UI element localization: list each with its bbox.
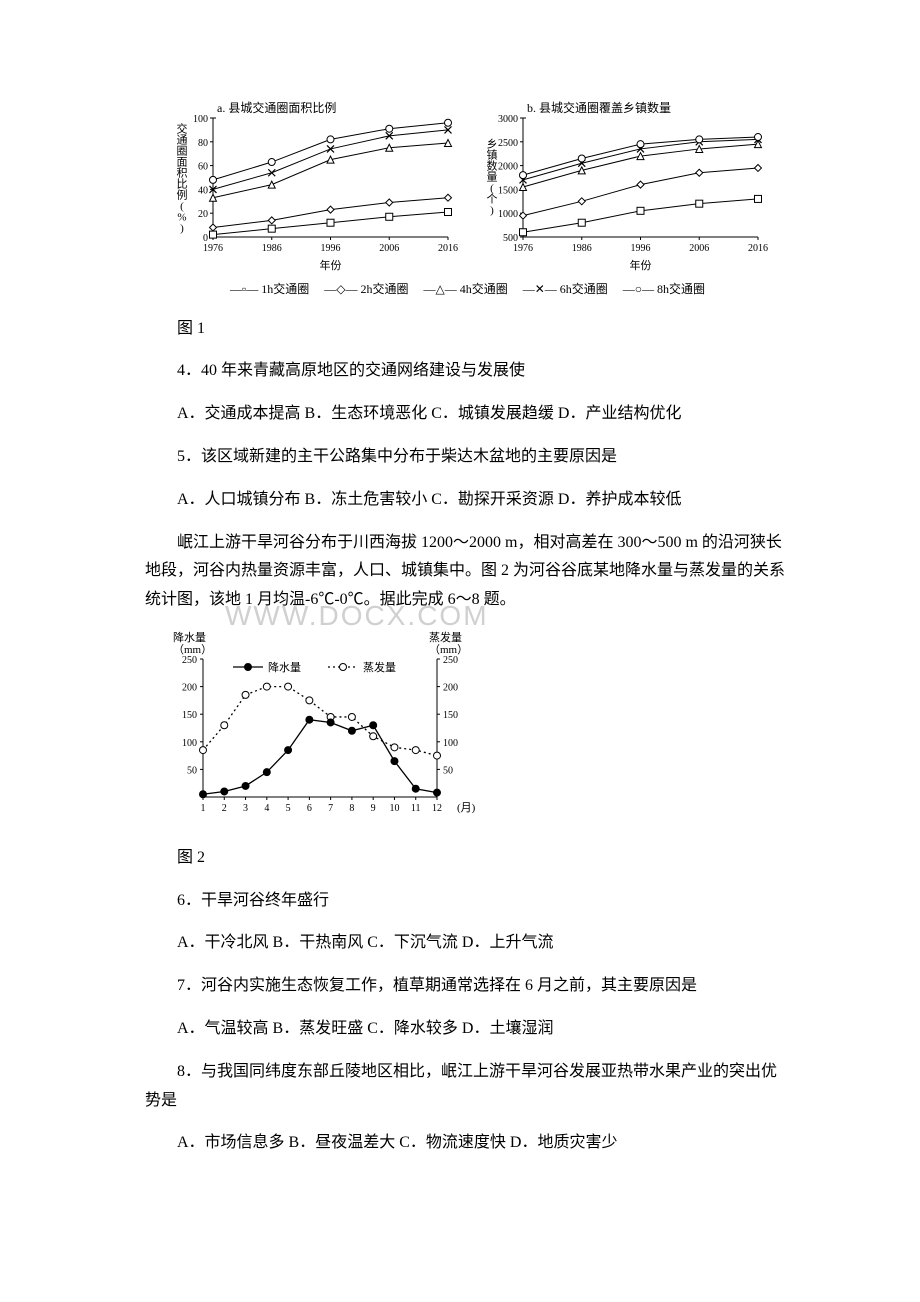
- svg-text:4: 4: [264, 803, 269, 814]
- svg-text:7: 7: [328, 803, 333, 814]
- figure-2: 降水量（mm）蒸发量（mm）50501001001501502002002502…: [155, 629, 790, 830]
- q4-options: A．交通成本提高 B．生态环境恶化 C．城镇发展趋缓 D．产业结构优化: [145, 400, 790, 429]
- legend-6h: —✕— 6h交通圈: [523, 282, 608, 296]
- svg-text:交通圈面积比例(%): 交通圈面积比例(%): [176, 122, 187, 235]
- svg-text:50: 50: [187, 765, 197, 776]
- svg-text:12: 12: [432, 803, 442, 814]
- legend-2h: —◇— 2h交通圈: [324, 282, 408, 296]
- q6-stem: 6．干旱河谷终年盛行: [145, 887, 790, 916]
- svg-text:250: 250: [182, 655, 197, 666]
- svg-text:(月): (月): [457, 802, 476, 814]
- svg-text:1500: 1500: [498, 185, 518, 196]
- legend-4h: —△— 4h交通圈: [423, 282, 507, 296]
- legend-4h-label: 4h交通圈: [460, 282, 508, 296]
- svg-text:1976: 1976: [203, 243, 223, 254]
- svg-text:100: 100: [182, 738, 197, 749]
- svg-text:3: 3: [243, 803, 248, 814]
- svg-text:100: 100: [443, 738, 458, 749]
- legend-2h-label: 2h交通圈: [360, 282, 408, 296]
- svg-text:2016: 2016: [438, 243, 458, 254]
- svg-text:降水量: 降水量: [268, 660, 301, 674]
- figure-2-caption: 图 2: [145, 844, 790, 873]
- q8-options: A．市场信息多 B．昼夜温差大 C．物流速度快 D．地质灾害少: [145, 1129, 790, 1158]
- svg-text:蒸发量: 蒸发量: [429, 630, 462, 644]
- legend-1h-label: 1h交通圈: [261, 282, 309, 296]
- svg-text:150: 150: [182, 710, 197, 721]
- svg-text:降水量: 降水量: [173, 630, 206, 644]
- q6-options: A．干冷北风 B．干热南风 C．下沉气流 D．上升气流: [145, 929, 790, 958]
- svg-text:乡镇数量(个): 乡镇数量(个): [486, 138, 497, 217]
- svg-text:8: 8: [349, 803, 354, 814]
- svg-text:年份: 年份: [629, 258, 651, 272]
- svg-text:9: 9: [371, 803, 376, 814]
- svg-text:a. 县城交通圈面积比例: a. 县城交通圈面积比例: [217, 100, 336, 115]
- svg-text:2500: 2500: [498, 138, 518, 149]
- svg-text:200: 200: [443, 683, 458, 694]
- svg-text:2006: 2006: [379, 243, 399, 254]
- passage-2: 岷江上游干旱河谷分布于川西海拔 1200～2000 m，相对高差在 300～50…: [145, 529, 790, 615]
- chart1-panel-a: a. 县城交通圈面积比例交通圈面积比例(%)020406080100197619…: [168, 100, 458, 275]
- q7-stem: 7．河谷内实施生态恢复工作，植草期通常选择在 6 月之前，其主要原因是: [145, 972, 790, 1001]
- q7-options: A．气温较高 B．蒸发旺盛 C．降水较多 D．土壤湿润: [145, 1015, 790, 1044]
- svg-text:6: 6: [307, 803, 312, 814]
- svg-text:年份: 年份: [319, 258, 341, 272]
- svg-text:b. 县城交通圈覆盖乡镇数量: b. 县城交通圈覆盖乡镇数量: [527, 100, 671, 115]
- svg-text:蒸发量: 蒸发量: [363, 660, 396, 674]
- q4-stem: 4．40 年来青藏高原地区的交通网络建设与发展使: [145, 357, 790, 386]
- svg-text:2006: 2006: [689, 243, 709, 254]
- svg-text:100: 100: [193, 114, 208, 125]
- chart1-legend: —▫— 1h交通圈 —◇— 2h交通圈 —△— 4h交通圈 —✕— 6h交通圈 …: [145, 279, 790, 301]
- q5-stem: 5．该区域新建的主干公路集中分布于柴达木盆地的主要原因是: [145, 443, 790, 472]
- svg-text:2000: 2000: [498, 162, 518, 173]
- svg-text:1996: 1996: [630, 243, 650, 254]
- svg-text:150: 150: [443, 710, 458, 721]
- svg-text:11: 11: [411, 803, 421, 814]
- svg-text:2: 2: [222, 803, 227, 814]
- svg-text:1: 1: [201, 803, 206, 814]
- q8-stem: 8．与我国同纬度东部丘陵地区相比，岷江上游干旱河谷发展亚热带水果产业的突出优势是: [145, 1058, 790, 1116]
- svg-text:1986: 1986: [571, 243, 591, 254]
- svg-text:250: 250: [443, 655, 458, 666]
- chart2-svg: 降水量（mm）蒸发量（mm）50501001001501502002002502…: [155, 629, 485, 819]
- svg-text:3000: 3000: [498, 114, 518, 125]
- svg-text:1986: 1986: [261, 243, 281, 254]
- legend-8h: —○— 8h交通圈: [623, 282, 705, 296]
- svg-text:1000: 1000: [498, 209, 518, 220]
- svg-text:20: 20: [198, 209, 208, 220]
- svg-text:60: 60: [198, 162, 208, 173]
- figure-1: a. 县城交通圈面积比例交通圈面积比例(%)020406080100197619…: [145, 100, 790, 301]
- legend-1h: —▫— 1h交通圈: [230, 282, 309, 296]
- svg-text:1996: 1996: [320, 243, 340, 254]
- chart1-panel-b: b. 县城交通圈覆盖乡镇数量乡镇数量(个)5001000150020002500…: [478, 100, 768, 275]
- svg-text:2016: 2016: [748, 243, 768, 254]
- svg-text:5: 5: [286, 803, 291, 814]
- svg-text:1976: 1976: [513, 243, 533, 254]
- svg-text:10: 10: [389, 803, 399, 814]
- legend-6h-label: 6h交通圈: [560, 282, 608, 296]
- svg-text:80: 80: [198, 138, 208, 149]
- figure-1-caption: 图 1: [145, 315, 790, 344]
- svg-text:40: 40: [198, 185, 208, 196]
- legend-8h-label: 8h交通圈: [657, 282, 705, 296]
- svg-text:200: 200: [182, 683, 197, 694]
- svg-text:50: 50: [443, 765, 453, 776]
- q5-options: A．人口城镇分布 B．冻土危害较小 C．勘探开采资源 D．养护成本较低: [145, 486, 790, 515]
